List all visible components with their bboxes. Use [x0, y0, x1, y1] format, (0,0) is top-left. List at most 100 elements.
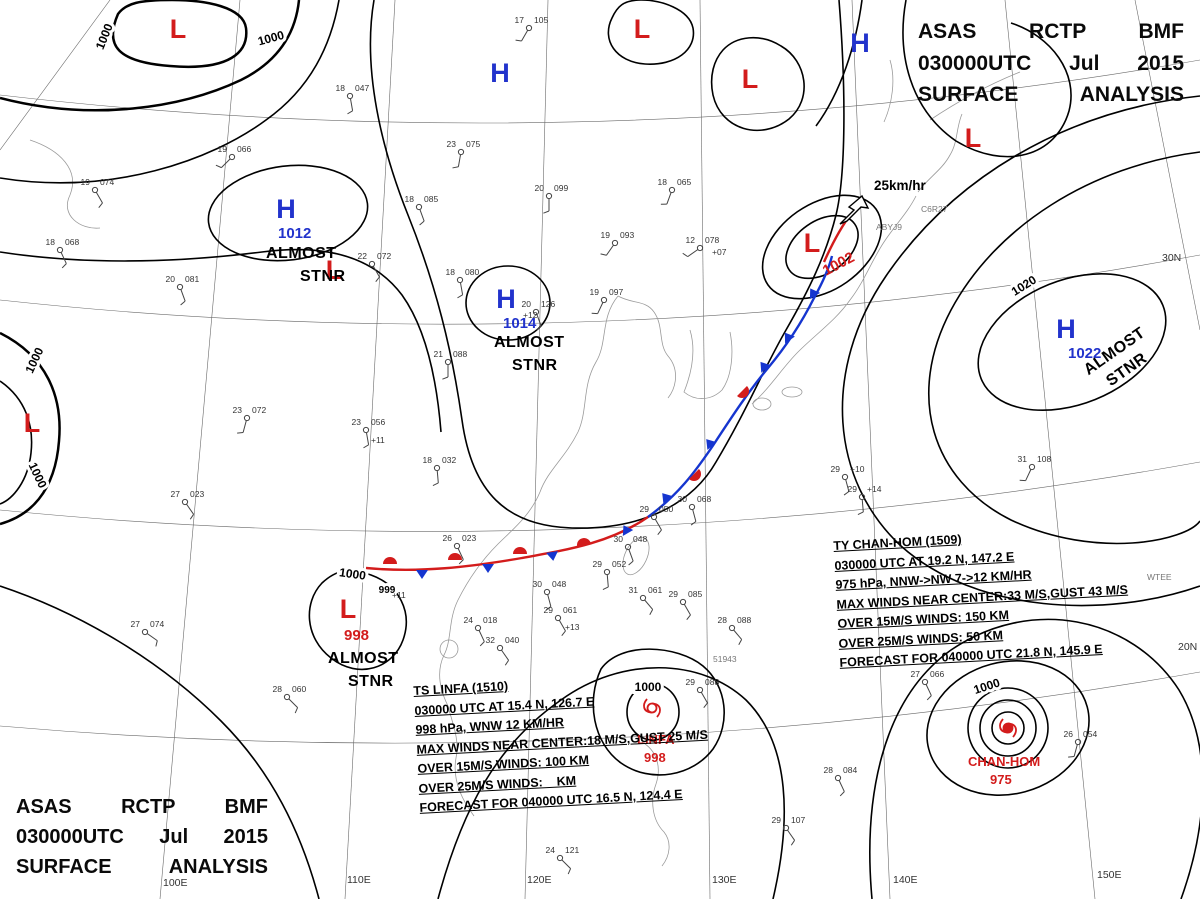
station-plot: 29 050	[640, 504, 673, 535]
station-temp: 27	[171, 489, 181, 499]
station-plot: 29 085	[669, 589, 702, 620]
pressure-center: L	[326, 255, 343, 285]
station-pressure: 074	[150, 619, 164, 629]
longitude-label: 110E	[347, 874, 371, 886]
station-plot: 21 088	[434, 349, 467, 380]
station-plot: 29 088	[686, 677, 719, 708]
svg-text:STNR: STNR	[300, 268, 346, 285]
station-plot: 30 048	[614, 534, 647, 566]
station-pressure: 060	[292, 684, 306, 694]
storm-pressure: 975	[990, 772, 1012, 787]
station-plot: 19 093	[600, 230, 634, 256]
center-letter: H	[1056, 314, 1076, 344]
center-letter: L	[804, 228, 821, 258]
isobar-value-label: 999	[379, 585, 396, 596]
title-line-2: 030000UTC Jul 2015	[918, 51, 1184, 75]
station-pressure: 084	[843, 765, 857, 775]
almost-stnr-label: ALMOST STNR	[494, 334, 564, 374]
svg-text:STNR: STNR	[348, 673, 394, 690]
station-pressure: 075	[466, 139, 480, 149]
center-letter: H	[490, 58, 510, 88]
station-pressure: 052	[612, 559, 626, 569]
station-plot: 17 105	[515, 15, 548, 42]
station-plot: 29 107	[772, 815, 805, 846]
almost-stnr-label: ALMOST STNR	[328, 650, 398, 690]
coastlines	[29, 59, 1021, 867]
station-plot: 27 023	[171, 489, 204, 520]
center-value: 1022	[1068, 345, 1101, 362]
station-plot: 20 081	[166, 274, 199, 306]
station-temp: 18	[423, 455, 433, 465]
pressure-center: L	[634, 14, 651, 44]
station-temp: 29	[669, 589, 679, 599]
station-plot: 23 075	[447, 139, 480, 169]
station-temp: 29	[772, 815, 782, 825]
station-plot: 23 072	[233, 405, 266, 434]
station-temp: 23	[352, 417, 362, 427]
station-temp: 28	[824, 765, 834, 775]
station-plot: 18 065	[658, 177, 691, 205]
station-pressure: 080	[465, 267, 479, 277]
station-temp: 27	[911, 669, 921, 679]
station-temp: 23	[447, 139, 457, 149]
center-letter: H	[850, 28, 870, 58]
station-pressure: 108	[1037, 454, 1051, 464]
longitude-label: 100E	[163, 877, 188, 889]
station-pressure: 023	[190, 489, 204, 499]
station-pressure: 081	[185, 274, 199, 284]
almost-stnr-label: ALMOST STNR	[266, 245, 346, 285]
station-pressure: 061	[648, 585, 662, 595]
ship-id: 51943	[713, 654, 737, 664]
station-pressure: 048	[633, 534, 647, 544]
station-temp: 23	[233, 405, 243, 415]
station-pressure: 048	[552, 579, 566, 589]
station-pressure: 047	[355, 83, 369, 93]
center-letter: L	[634, 14, 651, 44]
station-plot: 18 085	[405, 194, 438, 226]
station-temp: 28	[718, 615, 728, 625]
pressure-center: H	[850, 28, 870, 58]
svg-text:ALMOST: ALMOST	[266, 245, 337, 262]
station-plot: 31 061	[629, 585, 662, 615]
open-arrow-icon	[839, 194, 870, 225]
station-temp: 29	[593, 559, 603, 569]
station-temp: 26	[443, 533, 453, 543]
station-pressure: 105	[534, 15, 548, 25]
pressure-center: H	[490, 58, 510, 88]
longitude-label: 150E	[1097, 869, 1122, 881]
title-line-1: ASAS RCTP BMF	[16, 796, 268, 818]
station-plot: 24 121	[546, 845, 579, 875]
analysis-mark: +12	[523, 310, 538, 320]
svg-text:999: 999	[379, 585, 396, 596]
isobar-value-label: 1000	[256, 28, 286, 49]
station-pressure: 121	[565, 845, 579, 855]
analysis-mark: +13	[565, 622, 580, 632]
station-pressure: 088	[705, 677, 719, 687]
svg-text:1000: 1000	[635, 680, 662, 694]
station-pressure: 097	[609, 287, 623, 297]
station-temp: 21	[434, 349, 444, 359]
station-temp: 29	[544, 605, 554, 615]
station-temp: 24	[464, 615, 474, 625]
longitude-label: 140E	[893, 874, 918, 886]
station-plot: 19 097	[590, 287, 623, 315]
center-letter: H	[496, 284, 516, 314]
pencil-marks-layer: +12 +07 +11 +13 +11	[371, 247, 727, 632]
station-plot: 18 080	[446, 267, 479, 299]
station-plot: 29 061	[544, 605, 577, 636]
center-letter: L	[24, 408, 41, 438]
svg-text:STNR: STNR	[512, 357, 558, 374]
station-temp: 20	[522, 299, 532, 309]
station-pressure: 093	[620, 230, 634, 240]
station-pressure: 056	[371, 417, 385, 427]
station-plot: 26 054	[1064, 729, 1097, 758]
station-pressure: 126	[541, 299, 555, 309]
station-pressure: 018	[483, 615, 497, 625]
station-plot: 31 108	[1018, 454, 1051, 482]
station-pressure: 088	[737, 615, 751, 625]
